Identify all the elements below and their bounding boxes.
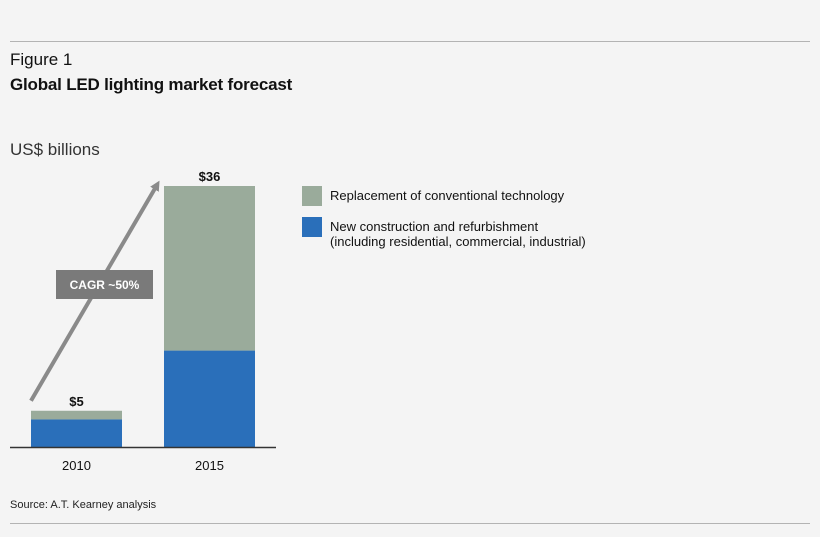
top-rule bbox=[10, 41, 810, 42]
total-label-2010: $5 bbox=[69, 394, 83, 409]
cagr-badge-label: CAGR ~50% bbox=[70, 278, 140, 292]
legend-swatch-replacement bbox=[302, 186, 322, 206]
source-note: Source: A.T. Kearney analysis bbox=[10, 499, 157, 511]
figure-title: Global LED lighting market forecast bbox=[10, 75, 293, 94]
y-axis-units-label: US$ billions bbox=[10, 140, 100, 159]
bar-2015-new-construction bbox=[164, 350, 255, 447]
total-label-2015: $36 bbox=[199, 169, 221, 184]
bar-2010-replacement bbox=[31, 410, 122, 420]
legend-label-new-construction: New construction and refurbishment (incl… bbox=[330, 219, 586, 249]
bar-2010-new-construction bbox=[31, 419, 122, 447]
x-tick-label-2010: 2010 bbox=[62, 458, 91, 473]
cagr-badge bbox=[56, 270, 153, 299]
legend-swatch-new-construction bbox=[302, 217, 322, 237]
bottom-rule bbox=[10, 523, 810, 524]
legend-label-new-construction-line1: New construction and refurbishment bbox=[330, 219, 539, 234]
legend-label-replacement: Replacement of conventional technology bbox=[330, 188, 565, 203]
figure-label: Figure 1 bbox=[10, 50, 73, 69]
bar-2015-replacement bbox=[164, 186, 255, 351]
x-tick-label-2015: 2015 bbox=[195, 458, 224, 473]
legend-label-new-construction-line2: (including residential, commercial, indu… bbox=[330, 234, 586, 249]
